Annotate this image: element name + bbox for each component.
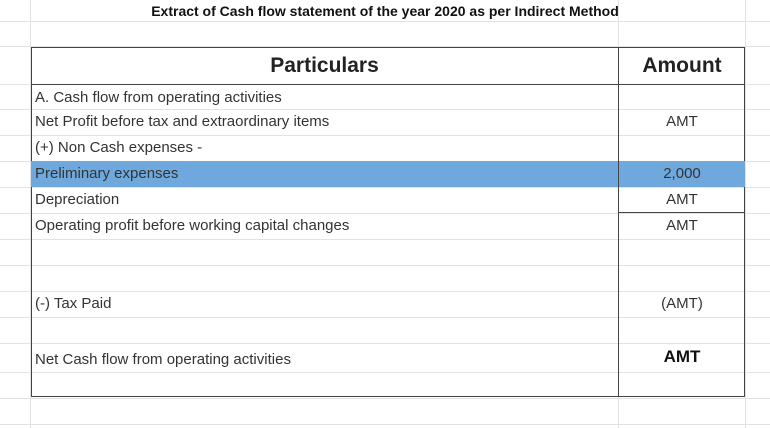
- table-border: [31, 47, 745, 397]
- cash-flow-table: Particulars Amount A. Cash flow from ope…: [31, 47, 745, 397]
- row-amount: (AMT): [661, 295, 703, 312]
- row-amount: 2,000: [663, 165, 701, 182]
- table-row[interactable]: (-) Tax Paid (AMT): [31, 291, 745, 317]
- row-label: (+) Non Cash expenses -: [35, 139, 203, 156]
- statement-title: Extract of Cash flow statement of the ye…: [151, 3, 619, 19]
- row-label: Operating profit before working capital …: [35, 217, 350, 234]
- table-row[interactable]: Net Cash flow from operating activities …: [31, 345, 745, 371]
- row-label: Preliminary expenses: [35, 165, 179, 182]
- table-row[interactable]: A. Cash flow from operating activities: [31, 85, 745, 111]
- row-label: Net Profit before tax and extraordinary …: [35, 113, 330, 130]
- header-divider: [31, 84, 745, 85]
- row-amount: AMT: [663, 347, 701, 366]
- table-row[interactable]: Depreciation AMT: [31, 187, 745, 213]
- subtotal-rule: [619, 212, 745, 213]
- row-amount: AMT: [666, 217, 698, 234]
- column-header-amount: Amount: [642, 54, 722, 77]
- table-row[interactable]: Operating profit before working capital …: [31, 213, 745, 239]
- row-label: Depreciation: [35, 191, 120, 208]
- row-label: Net Cash flow from operating activities: [35, 351, 291, 368]
- table-row[interactable]: Net Profit before tax and extraordinary …: [31, 109, 745, 135]
- row-amount: AMT: [666, 113, 698, 130]
- row-label: A. Cash flow from operating activities: [35, 89, 282, 106]
- column-divider: [618, 47, 619, 397]
- table-row[interactable]: (+) Non Cash expenses -: [31, 135, 745, 161]
- row-label: (-) Tax Paid: [35, 295, 112, 312]
- table-row-selected[interactable]: Preliminary expenses 2,000: [31, 161, 745, 187]
- row-amount: AMT: [666, 191, 698, 208]
- column-header-particulars: Particulars: [270, 54, 379, 77]
